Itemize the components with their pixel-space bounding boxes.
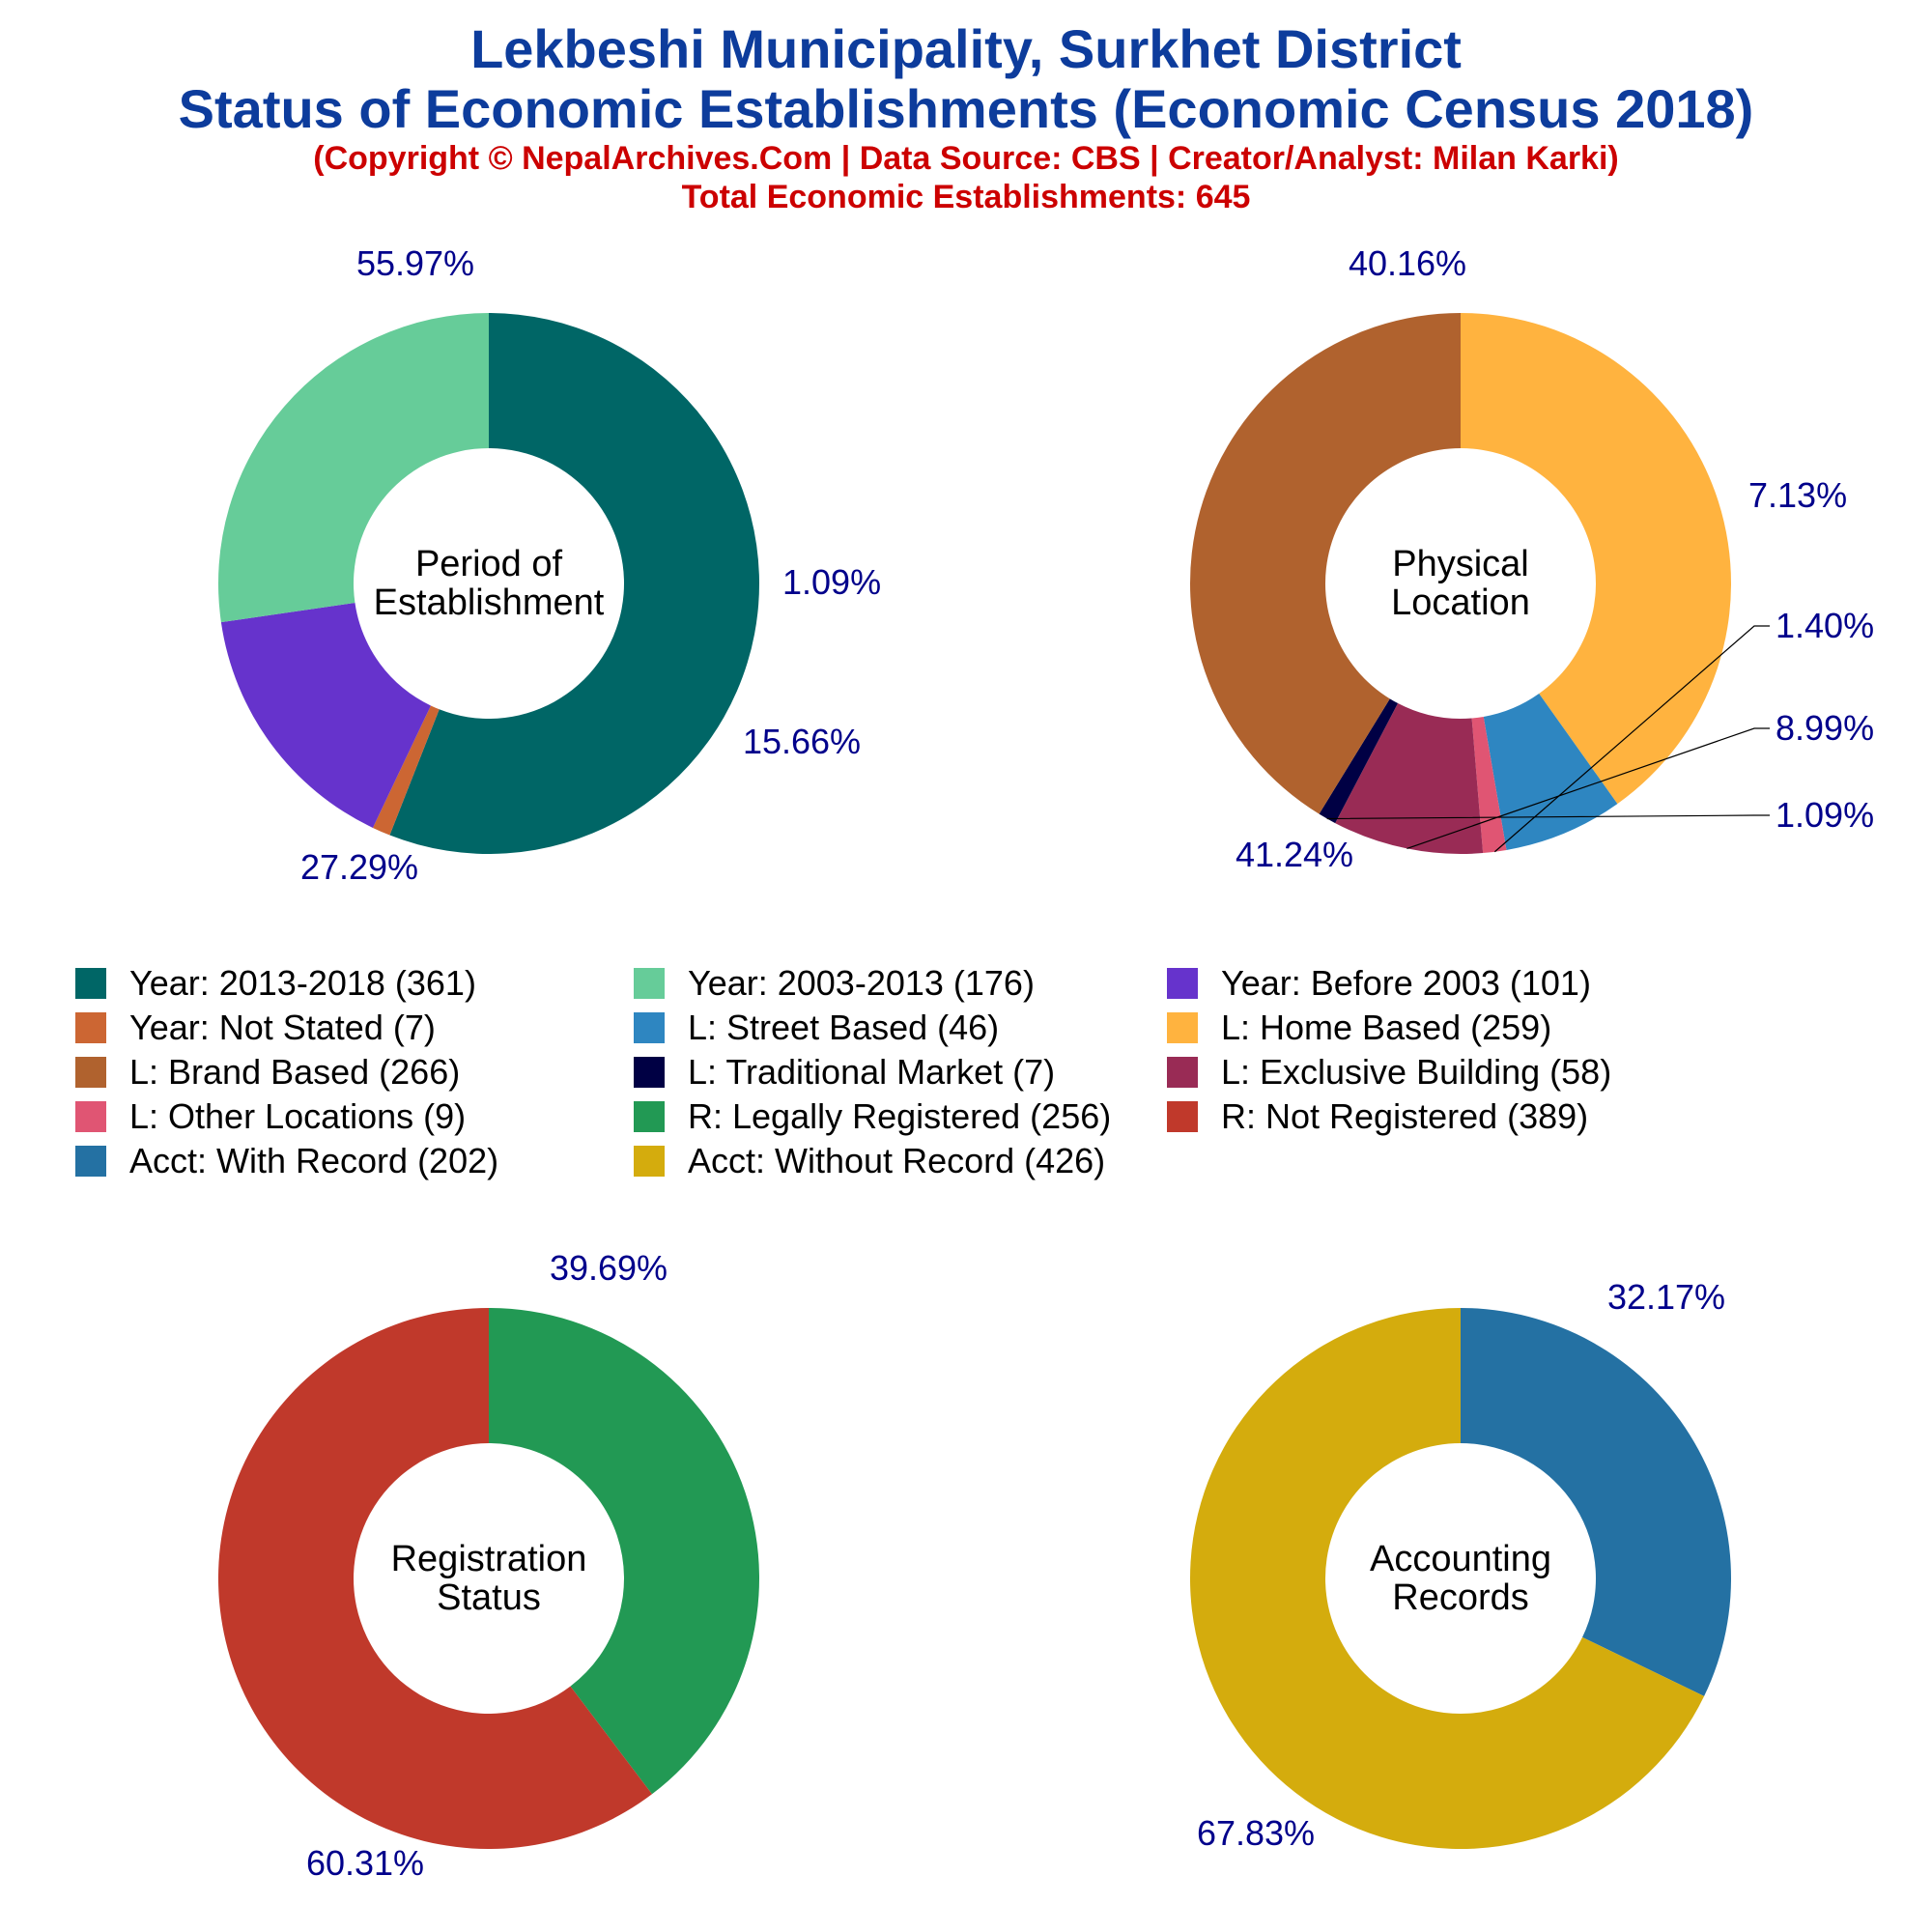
slice-r-not-registered <box>217 1308 652 1849</box>
chart-header: Lekbeshi Municipality, Surkhet District … <box>0 19 1932 216</box>
legend-label: L: Other Locations (9) <box>129 1096 467 1136</box>
legend-swatch <box>75 968 106 999</box>
donut-period-of-establishment: 55.97% 1.09% 15.66% 27.29% Period of Establis… <box>217 243 881 887</box>
chart-title-line2: Status of Economic Establishments (Econo… <box>178 78 1754 139</box>
legend-label: L: Exclusive Building (58) <box>1221 1052 1612 1092</box>
slice-acct-with-record <box>1461 1308 1732 1696</box>
legend-label: Year: 2003-2013 (176) <box>688 963 1035 1003</box>
legend-swatch <box>1167 968 1198 999</box>
legend-swatch <box>75 1057 106 1088</box>
legend-item-r-not-registered-389: R: Not Registered (389) <box>1167 1094 1588 1139</box>
legend-swatch <box>1167 1057 1198 1088</box>
legend-swatch <box>634 1146 665 1177</box>
legend-label: L: Street Based (46) <box>688 1008 1000 1047</box>
legend-item-year-before-2003-101: Year: Before 2003 (101) <box>1167 961 1591 1006</box>
slice-year-not-stated <box>372 705 440 836</box>
donut-accounting-records: 32.17% 67.83% Accounting Records <box>1190 1277 1732 1853</box>
percent-label-acct-without-record: 67.83% <box>1197 1813 1315 1853</box>
percent-label-l-brand-based: 41.24% <box>1236 835 1353 874</box>
legend-item-acct-without-record-426: Acct: Without Record (426) <box>634 1139 1105 1183</box>
legend-item-year-not-stated-7: Year: Not Stated (7) <box>75 1006 436 1050</box>
legend-label: Year: Before 2003 (101) <box>1221 963 1591 1003</box>
legend-label: Acct: With Record (202) <box>129 1141 499 1180</box>
legend-swatch <box>1167 1012 1198 1043</box>
slice-l-traditional-market <box>1319 698 1399 824</box>
legend-item-l-brand-based-266: L: Brand Based (266) <box>75 1050 460 1094</box>
leader-line-l-other-locations <box>1493 625 1770 853</box>
percent-label-year-2003-2013: 27.29% <box>300 847 418 887</box>
legend-label: L: Traditional Market (7) <box>688 1052 1056 1092</box>
slice-l-other-locations <box>1471 716 1507 854</box>
legend-item-l-home-based-259: L: Home Based (259) <box>1167 1006 1551 1050</box>
percent-label-l-other-locations: 1.40% <box>1776 606 1874 645</box>
legend-swatch <box>634 968 665 999</box>
slice-year-before-2003 <box>220 603 431 828</box>
percent-label-l-traditional-market: 1.09% <box>1776 795 1874 835</box>
legend-label: L: Brand Based (266) <box>129 1052 461 1092</box>
legend-swatch <box>75 1101 106 1132</box>
legend-swatch <box>634 1012 665 1043</box>
total-establishments: Total Economic Establishments: 645 <box>681 179 1251 215</box>
percent-label-year-before-2003: 15.66% <box>743 722 861 761</box>
chart-title-line1: Lekbeshi Municipality, Surkhet District <box>470 18 1462 79</box>
legend-item-acct-with-record-202: Acct: With Record (202) <box>75 1139 498 1183</box>
slice-year-2013-2018 <box>389 313 759 854</box>
legend-item-year-2003-2013-176: Year: 2003-2013 (176) <box>634 961 1035 1006</box>
slice-acct-without-record <box>1190 1308 1705 1849</box>
legend-swatch <box>634 1057 665 1088</box>
leader-line-l-traditional-market <box>1326 814 1770 820</box>
leader-line-l-exclusive-building <box>1406 727 1770 850</box>
legend-item-l-other-locations-9: L: Other Locations (9) <box>75 1094 466 1139</box>
donut-physical-location: 40.16% 7.13% 1.40% 8.99% 1.09% 41.24% Physical… <box>1189 243 1874 874</box>
percent-label-acct-with-record: 32.17% <box>1607 1277 1725 1317</box>
slice-l-exclusive-building <box>1335 703 1484 855</box>
legend-item-l-exclusive-building-58: L: Exclusive Building (58) <box>1167 1050 1611 1094</box>
percent-label-r-legally-registered: 39.69% <box>550 1248 668 1288</box>
legend-swatch <box>634 1101 665 1132</box>
percent-label-l-home-based: 40.16% <box>1349 243 1466 283</box>
center-label-registration-status: Registration Status <box>391 1539 587 1618</box>
percent-label-l-exclusive-building: 8.99% <box>1776 708 1874 748</box>
legend-label: R: Not Registered (389) <box>1221 1096 1589 1136</box>
legend-swatch <box>75 1012 106 1043</box>
legend-item-l-traditional-market-7: L: Traditional Market (7) <box>634 1050 1055 1094</box>
legend-label: R: Legally Registered (256) <box>688 1096 1112 1136</box>
legend-swatch <box>75 1146 106 1177</box>
slice-r-legally-registered <box>489 1308 759 1795</box>
center-label-accounting-records: Accounting Records <box>1370 1539 1551 1618</box>
legend-item-l-street-based-46: L: Street Based (46) <box>634 1006 999 1050</box>
center-label-period-of-establishment: Period of Establishment <box>374 544 605 623</box>
legend-label: Acct: Without Record (426) <box>688 1141 1106 1180</box>
legend-label: L: Home Based (259) <box>1221 1008 1552 1047</box>
percent-label-l-street-based: 7.13% <box>1748 475 1847 515</box>
donut-registration-status: 39.69% 60.31% Registration Status <box>217 1248 759 1883</box>
legend-swatch <box>1167 1101 1198 1132</box>
copyright-text: (Copyright © NepalArchives.Com | Data So… <box>313 140 1619 177</box>
legend-item-r-legally-registered-256: R: Legally Registered (256) <box>634 1094 1111 1139</box>
slice-l-home-based <box>1461 313 1731 805</box>
percent-label-year-not-stated: 1.09% <box>782 562 881 602</box>
percent-label-r-not-registered: 60.31% <box>306 1843 424 1883</box>
legend-item-year-2013-2018-361: Year: 2013-2018 (361) <box>75 961 476 1006</box>
center-label-physical-location: Physical Location <box>1391 544 1530 623</box>
percent-label-year-2013-2018: 55.97% <box>356 243 474 283</box>
legend-label: Year: Not Stated (7) <box>129 1008 436 1047</box>
slice-year-2003-2013 <box>217 313 489 623</box>
slice-l-brand-based <box>1189 313 1461 814</box>
legend-label: Year: 2013-2018 (361) <box>129 963 476 1003</box>
